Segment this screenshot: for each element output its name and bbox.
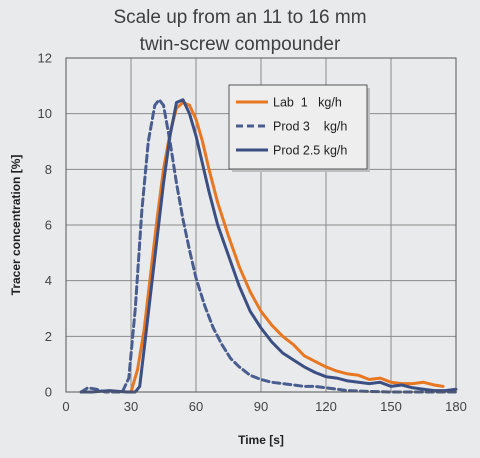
- legend-label-0: Lab 1 kg/h: [273, 96, 342, 110]
- legend-label-2: Prod 2.5 kg/h: [273, 144, 347, 158]
- x-tick-label: 30: [124, 399, 138, 414]
- x-tick-label: 120: [315, 399, 337, 414]
- x-tick-label: 60: [189, 399, 203, 414]
- x-axis-label: Time [s]: [238, 433, 284, 447]
- chart-title-line-2: twin-screw compounder: [139, 34, 341, 55]
- series-line-2: [79, 98, 458, 394]
- plot-frame: [65, 57, 457, 393]
- series-lines: [79, 98, 458, 394]
- x-tick-label: 180: [445, 399, 467, 414]
- x-tick-label: 0: [62, 399, 69, 414]
- series-line-1: [79, 98, 458, 394]
- y-tick-label: 4: [45, 273, 52, 288]
- legend: Lab 1 kg/h Prod 3 kg/h Prod 2.5 kg/h: [228, 84, 370, 172]
- chart-title: Scale up from an 11 to 16 mm twin-screw …: [0, 4, 480, 58]
- y-tick-label: 2: [45, 329, 52, 344]
- tick-labels: 0 30 60 90 120 150 180 0 2 4 6 8 10 12: [38, 51, 467, 415]
- x-tick-label: 90: [254, 399, 268, 414]
- y-tick-label: 10: [38, 106, 52, 121]
- y-tick-label: 6: [45, 218, 52, 233]
- legend-label-1: Prod 3 kg/h: [273, 120, 347, 134]
- y-axis-label: Tracer concentration [%]: [9, 155, 23, 296]
- chart-title-line-1: Scale up from an 11 to 16 mm: [113, 7, 367, 28]
- x-tick-label: 150: [380, 399, 402, 414]
- y-tick-label: 12: [38, 51, 52, 66]
- y-tick-label: 8: [45, 162, 52, 177]
- y-tick-label: 0: [45, 385, 52, 400]
